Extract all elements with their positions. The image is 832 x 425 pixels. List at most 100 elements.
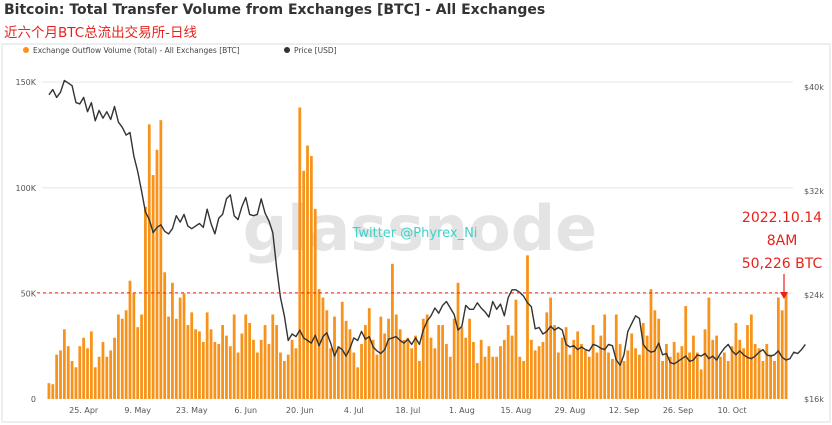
outflow-bar: [367, 308, 371, 399]
outflow-bar: [286, 354, 290, 399]
outflow-bar: [375, 354, 379, 399]
outflow-bar: [742, 348, 746, 399]
outflow-bar: [217, 344, 221, 399]
x-tick-label: 29. Aug: [555, 406, 586, 415]
outflow-bar: [661, 360, 664, 399]
outflow-bar: [109, 350, 113, 399]
outflow-bar: [726, 360, 730, 399]
annotation: 2022.10.14 8AM 50,226 BTC: [742, 210, 822, 299]
x-tick-label: 25. Apr: [69, 406, 99, 415]
outflow-bar: [510, 335, 514, 399]
y-axis-left: 0 50K 100K 150K: [15, 78, 36, 404]
outflow-bar: [452, 318, 456, 399]
outflow-bar: [240, 333, 244, 399]
outflow-bar: [74, 367, 78, 399]
y-left-tick-label: 0: [31, 395, 36, 404]
outflow-bar: [460, 327, 464, 399]
outflow-bar: [70, 360, 74, 399]
outflow-bar: [356, 367, 360, 399]
outflow-bar: [117, 314, 120, 399]
legend-marker-outflow: [23, 47, 29, 53]
outflow-bar: [47, 383, 51, 399]
outflow-bar: [406, 337, 410, 399]
outflow-bar: [564, 327, 568, 399]
outflow-bar: [221, 325, 224, 399]
chart-title: Bitcoin: Total Transfer Volume from Exch…: [4, 2, 546, 18]
outflow-bar: [232, 314, 236, 399]
watermark: glassnode: [243, 192, 597, 265]
outflow-bar: [607, 352, 610, 399]
outflow-bar: [394, 314, 398, 399]
outflow-bar: [205, 312, 209, 399]
outflow-bar: [776, 297, 780, 399]
outflow-bar: [128, 280, 132, 399]
outflow-bar: [371, 339, 375, 399]
outflow-bar: [255, 352, 259, 399]
outflow-bar: [672, 341, 676, 399]
outflow-bar: [468, 318, 471, 399]
outflow-bar: [147, 124, 151, 399]
x-tick-label: 18. Jul: [395, 406, 420, 415]
outflow-bar: [715, 335, 718, 399]
annotation-arrow-head: [780, 292, 788, 299]
outflow-bar: [228, 346, 232, 399]
outflow-bar: [120, 318, 124, 399]
legend-label-price: Price [USD]: [294, 46, 337, 55]
legend-label-outflow: Exchange Outflow Volume (Total) - All Ex…: [33, 46, 240, 55]
outflow-bar: [421, 318, 425, 399]
outflow-bar: [780, 310, 784, 399]
outflow-bar: [379, 316, 383, 399]
outflow-bar: [263, 325, 267, 399]
outflow-bar: [591, 325, 595, 399]
outflow-bar: [576, 331, 580, 399]
outflow-bar: [252, 339, 255, 399]
outflow-bar: [186, 325, 190, 399]
outflow-bar: [711, 339, 715, 399]
outflow-bar: [329, 348, 333, 399]
outflow-bar: [433, 348, 437, 399]
outflow-bar: [483, 356, 487, 399]
outflow-bar: [595, 352, 599, 399]
outflow-bar: [649, 289, 653, 399]
outflow-bar: [93, 367, 97, 399]
outflow-bar: [313, 208, 317, 399]
outflow-bar: [344, 320, 348, 399]
outflow-bar: [684, 306, 688, 399]
x-tick-label: 26. Sep: [663, 406, 693, 415]
outflow-bar: [553, 325, 556, 399]
outflow-bar: [244, 314, 248, 399]
outflow-bar: [387, 318, 390, 399]
outflow-bar: [132, 293, 136, 399]
outflow-bar: [773, 360, 776, 399]
outflow-bar: [506, 325, 510, 399]
outflow-bar: [583, 350, 587, 399]
outflow-bar: [680, 346, 684, 399]
outflow-bar: [499, 346, 502, 399]
legend: Exchange Outflow Volume (Total) - All Ex…: [23, 46, 337, 55]
x-tick-label: 9. May: [124, 406, 151, 415]
outflow-bar: [699, 369, 703, 399]
outflow-bar: [333, 316, 336, 399]
outflow-bar: [171, 282, 174, 399]
outflow-bar: [541, 341, 545, 399]
outflow-bar: [51, 384, 55, 399]
x-tick-label: 4. Jul: [344, 406, 364, 415]
x-tick-label: 12. Sep: [609, 406, 639, 415]
outflow-bar: [198, 331, 201, 399]
outflow-bars: [47, 107, 788, 400]
outflow-bar: [105, 356, 109, 399]
outflow-bar: [78, 346, 82, 399]
outflow-bar: [236, 352, 240, 399]
outflow-bar: [491, 356, 495, 399]
outflow-bar: [560, 337, 564, 399]
outflow-bar: [391, 263, 394, 399]
outflow-bar: [398, 329, 402, 399]
x-axis: 25. Apr 9. May 23. May 6. Jun 20. Jun 4. Jul 1…: [69, 406, 746, 415]
outflow-bar: [267, 344, 271, 399]
outflow-bar: [472, 341, 475, 399]
outflow-bar: [611, 358, 614, 399]
outflow-bar: [441, 325, 444, 399]
outflow-bar: [769, 354, 773, 399]
outflow-bar: [336, 346, 340, 399]
